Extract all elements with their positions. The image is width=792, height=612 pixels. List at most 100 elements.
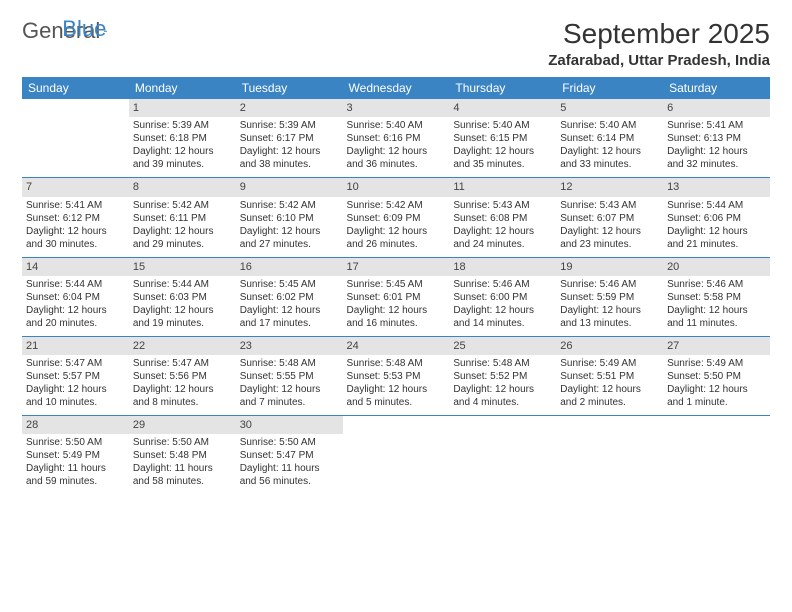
calendar-day-cell: 20Sunrise: 5:46 AMSunset: 5:58 PMDayligh… (663, 257, 770, 336)
sunset-line: Sunset: 6:01 PM (347, 291, 446, 304)
daylight-line: Daylight: 11 hours and 59 minutes. (26, 462, 125, 488)
sunrise-line: Sunrise: 5:44 AM (26, 278, 125, 291)
sunset-line: Sunset: 5:58 PM (667, 291, 766, 304)
daylight-line: Daylight: 12 hours and 20 minutes. (26, 304, 125, 330)
logo: General Blue (22, 18, 174, 44)
sunrise-line: Sunrise: 5:39 AM (133, 119, 232, 132)
sunrise-line: Sunrise: 5:44 AM (133, 278, 232, 291)
sunset-line: Sunset: 6:04 PM (26, 291, 125, 304)
daylight-line: Daylight: 12 hours and 19 minutes. (133, 304, 232, 330)
calendar-day-cell: 17Sunrise: 5:45 AMSunset: 6:01 PMDayligh… (343, 257, 450, 336)
sunset-line: Sunset: 5:50 PM (667, 370, 766, 383)
daylight-line: Daylight: 12 hours and 10 minutes. (26, 383, 125, 409)
daylight-line: Daylight: 12 hours and 29 minutes. (133, 225, 232, 251)
calendar-week-row: 7Sunrise: 5:41 AMSunset: 6:12 PMDaylight… (22, 178, 770, 257)
day-number: 22 (129, 337, 236, 355)
calendar-day-cell: 9Sunrise: 5:42 AMSunset: 6:10 PMDaylight… (236, 178, 343, 257)
daylight-line: Daylight: 11 hours and 58 minutes. (133, 462, 232, 488)
day-number: 12 (556, 178, 663, 196)
calendar-day-cell: 21Sunrise: 5:47 AMSunset: 5:57 PMDayligh… (22, 336, 129, 415)
calendar-empty-cell (22, 99, 129, 178)
calendar-day-cell: 1Sunrise: 5:39 AMSunset: 6:18 PMDaylight… (129, 99, 236, 178)
sunrise-line: Sunrise: 5:43 AM (560, 199, 659, 212)
calendar-day-cell: 8Sunrise: 5:42 AMSunset: 6:11 PMDaylight… (129, 178, 236, 257)
sunset-line: Sunset: 6:18 PM (133, 132, 232, 145)
sunset-line: Sunset: 5:56 PM (133, 370, 232, 383)
calendar-day-cell: 18Sunrise: 5:46 AMSunset: 6:00 PMDayligh… (449, 257, 556, 336)
sunset-line: Sunset: 6:06 PM (667, 212, 766, 225)
day-number: 13 (663, 178, 770, 196)
daylight-line: Daylight: 12 hours and 32 minutes. (667, 145, 766, 171)
day-number: 11 (449, 178, 556, 196)
sunset-line: Sunset: 6:11 PM (133, 212, 232, 225)
sunset-line: Sunset: 6:16 PM (347, 132, 446, 145)
sunrise-line: Sunrise: 5:42 AM (240, 199, 339, 212)
calendar-day-cell: 26Sunrise: 5:49 AMSunset: 5:51 PMDayligh… (556, 336, 663, 415)
day-number: 27 (663, 337, 770, 355)
daylight-line: Daylight: 11 hours and 56 minutes. (240, 462, 339, 488)
sunrise-line: Sunrise: 5:48 AM (240, 357, 339, 370)
sunset-line: Sunset: 6:13 PM (667, 132, 766, 145)
day-number: 26 (556, 337, 663, 355)
calendar-day-cell: 19Sunrise: 5:46 AMSunset: 5:59 PMDayligh… (556, 257, 663, 336)
weekday-header: Wednesday (343, 77, 450, 99)
day-number: 17 (343, 258, 450, 276)
calendar-week-row: 28Sunrise: 5:50 AMSunset: 5:49 PMDayligh… (22, 416, 770, 495)
day-number: 16 (236, 258, 343, 276)
day-number: 2 (236, 99, 343, 117)
sunset-line: Sunset: 5:59 PM (560, 291, 659, 304)
sunset-line: Sunset: 5:51 PM (560, 370, 659, 383)
day-number: 8 (129, 178, 236, 196)
calendar-day-cell: 27Sunrise: 5:49 AMSunset: 5:50 PMDayligh… (663, 336, 770, 415)
sunrise-line: Sunrise: 5:48 AM (347, 357, 446, 370)
sunset-line: Sunset: 5:48 PM (133, 449, 232, 462)
sunset-line: Sunset: 5:53 PM (347, 370, 446, 383)
calendar-day-cell: 29 Sunrise: 5:50 AMSunset: 5:48 PMDayligh… (129, 416, 236, 495)
calendar-day-cell: 16Sunrise: 5:45 AMSunset: 6:02 PMDayligh… (236, 257, 343, 336)
day-number: 7 (22, 178, 129, 196)
sunset-line: Sunset: 6:03 PM (133, 291, 232, 304)
calendar-day-cell: 2Sunrise: 5:39 AMSunset: 6:17 PMDaylight… (236, 99, 343, 178)
day-number: 6 (663, 99, 770, 117)
day-number: 19 (556, 258, 663, 276)
sunrise-line: Sunrise: 5:39 AM (240, 119, 339, 132)
calendar-day-cell: 11Sunrise: 5:43 AMSunset: 6:08 PMDayligh… (449, 178, 556, 257)
day-number: 15 (129, 258, 236, 276)
day-number: 23 (236, 337, 343, 355)
sunset-line: Sunset: 6:12 PM (26, 212, 125, 225)
calendar-week-row: 21Sunrise: 5:47 AMSunset: 5:57 PMDayligh… (22, 336, 770, 415)
calendar-week-row: 14Sunrise: 5:44 AMSunset: 6:04 PMDayligh… (22, 257, 770, 336)
sunset-line: Sunset: 6:14 PM (560, 132, 659, 145)
location-subtitle: Zafarabad, Uttar Pradesh, India (548, 52, 770, 69)
calendar-day-cell: 7Sunrise: 5:41 AMSunset: 6:12 PMDaylight… (22, 178, 129, 257)
sunrise-line: Sunrise: 5:50 AM (240, 436, 339, 449)
daylight-line: Daylight: 12 hours and 16 minutes. (347, 304, 446, 330)
weekday-header: Thursday (449, 77, 556, 99)
weekday-header: Sunday (22, 77, 129, 99)
day-number: 29 (129, 416, 236, 434)
calendar-day-cell: 14Sunrise: 5:44 AMSunset: 6:04 PMDayligh… (22, 257, 129, 336)
daylight-line: Daylight: 12 hours and 24 minutes. (453, 225, 552, 251)
sunrise-line: Sunrise: 5:41 AM (667, 119, 766, 132)
calendar-day-cell: 23Sunrise: 5:48 AMSunset: 5:55 PMDayligh… (236, 336, 343, 415)
day-number: 24 (343, 337, 450, 355)
calendar-day-cell: 10Sunrise: 5:42 AMSunset: 6:09 PMDayligh… (343, 178, 450, 257)
sunset-line: Sunset: 5:47 PM (240, 449, 339, 462)
sunrise-line: Sunrise: 5:46 AM (667, 278, 766, 291)
calendar-day-cell: 13Sunrise: 5:44 AMSunset: 6:06 PMDayligh… (663, 178, 770, 257)
sunset-line: Sunset: 6:10 PM (240, 212, 339, 225)
calendar-day-cell: 6 Sunrise: 5:41 AMSunset: 6:13 PMDaylight… (663, 99, 770, 178)
daylight-line: Daylight: 12 hours and 30 minutes. (26, 225, 125, 251)
sunset-line: Sunset: 6:02 PM (240, 291, 339, 304)
calendar-table: SundayMondayTuesdayWednesdayThursdayFrid… (22, 77, 770, 494)
calendar-day-cell: 5Sunrise: 5:40 AMSunset: 6:14 PMDaylight… (556, 99, 663, 178)
calendar-day-cell: 15 Sunrise: 5:44 AMSunset: 6:03 PMDayligh… (129, 257, 236, 336)
sunset-line: Sunset: 6:00 PM (453, 291, 552, 304)
calendar-empty-cell (343, 416, 450, 495)
sunrise-line: Sunrise: 5:50 AM (133, 436, 232, 449)
sunset-line: Sunset: 6:15 PM (453, 132, 552, 145)
sunrise-line: Sunrise: 5:50 AM (26, 436, 125, 449)
sunset-line: Sunset: 6:17 PM (240, 132, 339, 145)
daylight-line: Daylight: 12 hours and 27 minutes. (240, 225, 339, 251)
sunrise-line: Sunrise: 5:47 AM (133, 357, 232, 370)
